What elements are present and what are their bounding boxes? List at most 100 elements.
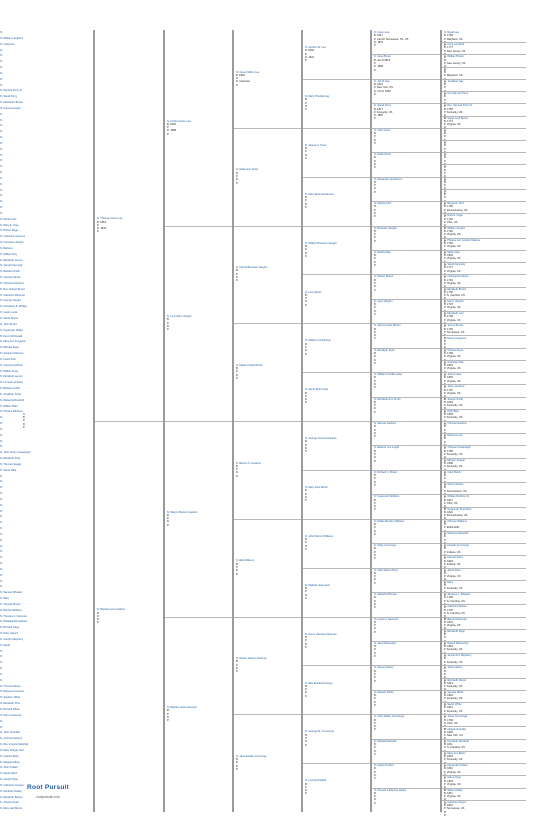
ancestor-name[interactable]: N: Rev. Robert Burton — [0, 287, 26, 291]
ancestor-name[interactable]: N: Mary Morgan Kerr — [0, 748, 25, 752]
ancestor-name[interactable]: N: Jane Vaughn — [374, 299, 393, 303]
ancestor-name[interactable]: N: — [0, 655, 3, 659]
ancestor-name[interactable]: N: William Vaughn — [444, 226, 466, 230]
ancestor-name[interactable]: N: Ruth E. Page — [444, 214, 463, 218]
ancestor-name[interactable]: N: Samuel Wheeler — [0, 591, 23, 595]
ancestor-name[interactable]: N: Christina Morrison — [0, 281, 25, 285]
ancestor-name[interactable]: N: — [0, 422, 3, 425]
ancestor-name[interactable]: N: — [0, 171, 3, 175]
ancestor-name[interactable]: N: Elizabeth Lemon — [0, 375, 23, 379]
ancestor-name[interactable]: N: — [0, 719, 3, 723]
ancestor-name[interactable]: N: Elizabeth Ann Smith — [374, 397, 401, 401]
ancestor-name[interactable]: N: Phoebe Wharton — [0, 410, 23, 414]
ancestor-name[interactable]: N: Sarah Perry — [0, 95, 18, 99]
ancestor-name[interactable]: N: Joseph Myer — [0, 778, 19, 781]
ancestor-name[interactable]: N: Jonathan Gay — [444, 79, 464, 83]
ancestor-name[interactable]: N: Lewis H. Newman — [374, 617, 399, 621]
ancestor-name[interactable]: N: Polly Blair — [444, 409, 459, 413]
ancestor-name[interactable]: N: William Ford Burton — [305, 339, 332, 343]
ancestor-name[interactable]: N: — [0, 188, 3, 192]
ancestor-name[interactable]: N: — [0, 194, 3, 198]
ancestor-name[interactable]: N: Christopher Moore — [444, 275, 469, 279]
ancestor-name[interactable]: N: — [0, 77, 3, 81]
ancestor-name[interactable]: N: Sarah White — [444, 703, 462, 706]
ancestor-name[interactable]: N: Jennie Ann Mayberry — [444, 654, 472, 658]
ancestor-name[interactable]: N: — [0, 427, 3, 431]
ancestor-name[interactable]: N: — [0, 48, 3, 52]
ancestor-name[interactable]: N: Jesse Heavy — [444, 666, 463, 670]
ancestor-name[interactable]: N: — [0, 562, 3, 566]
ancestor-name[interactable]: N: Mary Eliza Henderson — [305, 192, 334, 196]
ancestor-name[interactable]: N: Green Milton Lee — [236, 70, 260, 74]
ancestor-name[interactable]: N: — [0, 672, 3, 676]
ancestor-name[interactable]: N: William Robbins Sr. — [444, 495, 470, 499]
ancestor-name[interactable]: N: William Ray — [0, 252, 18, 256]
ancestor-name[interactable]: N: Thomas Hopkins — [444, 422, 467, 425]
ancestor-name[interactable]: N: Wayne Benton Hopkins — [167, 510, 198, 514]
ancestor-name[interactable]: N: — [0, 725, 3, 729]
ancestor-name[interactable]: N: George Samuel Hopkins — [305, 437, 337, 441]
ancestor-name[interactable]: N: Sarah Ellen Hays — [305, 388, 329, 392]
ancestor-name[interactable]: N: Jane Lamberty — [444, 385, 465, 389]
ancestor-name[interactable]: N: — [0, 83, 3, 87]
ancestor-name[interactable]: N: Sarah — [0, 643, 11, 647]
ancestor-name[interactable]: N: Rachel Williams — [0, 608, 22, 612]
ancestor-name[interactable]: N: Richard White — [0, 708, 20, 711]
ancestor-name[interactable]: N: Susannah Robbins — [374, 495, 400, 499]
ancestor-name[interactable]: N: Alexander Brown — [0, 101, 23, 104]
ancestor-name[interactable]: N: Sarah Ward — [0, 772, 18, 776]
ancestor-name[interactable]: N: — [23, 412, 26, 416]
ancestor-name[interactable]: N: Jacob Gay — [374, 79, 390, 83]
ancestor-name[interactable]: N: Barnett Newman — [444, 617, 467, 621]
ancestor-name[interactable]: N: Barbara Jean Newman — [167, 706, 197, 709]
ancestor-name[interactable]: N: Elizabeth Moore — [444, 678, 467, 682]
ancestor-name[interactable]: N: — [444, 67, 447, 71]
ancestor-name[interactable]: N: Lewis Pitts — [0, 357, 16, 361]
ancestor-name[interactable]: N: — [0, 649, 3, 653]
ancestor-name[interactable]: N: William Blair — [0, 404, 18, 408]
ancestor-name[interactable]: N: Catherine Greenup — [0, 235, 26, 239]
ancestor-name[interactable]: N: Harley Pollard — [374, 764, 394, 768]
ancestor-name[interactable]: N: Catherine Brown — [444, 605, 467, 609]
ancestor-name[interactable]: N: — [0, 159, 3, 163]
ancestor-name[interactable]: N: John Chandler — [0, 731, 21, 735]
ancestor-name[interactable]: N: Henry Harrison Newman — [305, 632, 337, 636]
ancestor-name[interactable]: N: Rebecca Chesnut — [0, 690, 24, 694]
ancestor-name[interactable]: N: Rebecca Bradford — [0, 398, 25, 402]
ancestor-name[interactable]: N: Catherine Cooper — [0, 783, 24, 787]
ancestor-name[interactable]: N: Henry Vaughn — [444, 299, 464, 303]
ancestor-name[interactable]: N: Thomas Seagle — [0, 462, 22, 466]
ancestor-name[interactable]: N: Thomas Moore — [0, 276, 21, 280]
ancestor-name[interactable]: N: Rev. Samuel Perry Sr — [444, 104, 473, 108]
ancestor-name[interactable]: N: Martha Fritz — [374, 202, 392, 206]
ancestor-name[interactable]: N: Ellie Elizabeth Heavy — [305, 681, 333, 685]
ancestor-name[interactable]: N: Hannah Dent — [444, 556, 463, 560]
ancestor-name[interactable]: N: Thomas Moore — [0, 684, 21, 688]
ancestor-name[interactable]: N: — [0, 416, 3, 420]
ancestor-name[interactable]: N: Susannah Peck Rice — [444, 507, 472, 511]
ancestor-name[interactable]: N: Margaret Bean — [0, 760, 21, 764]
ancestor-name[interactable]: N: Rebecca Lee — [444, 434, 463, 438]
ancestor-name[interactable]: N: Mary Ann Ferguson — [0, 340, 26, 344]
ancestor-name[interactable]: N: Elizabeth Ryan — [374, 348, 395, 352]
ancestor-name[interactable]: N: Jane Brown — [374, 55, 392, 59]
ancestor-name[interactable]: N: Ann Samuel Perry — [444, 92, 469, 96]
ancestor-name[interactable]: N: Steven Heavy — [374, 666, 394, 670]
ancestor-name[interactable]: N: James H. Greer — [305, 143, 327, 147]
ancestor-name[interactable]: N: John Walter Cummings — [374, 715, 405, 719]
ancestor-name[interactable]: N: Elizabeth Burton — [444, 287, 467, 291]
ancestor-name[interactable]: N: — [444, 177, 447, 181]
ancestor-name[interactable]: N: Martin Ray — [444, 250, 460, 254]
ancestor-name[interactable]: N: — [0, 200, 3, 204]
ancestor-name[interactable]: N: Sally Cummings — [374, 544, 397, 548]
ancestor-name[interactable]: N: — [0, 497, 3, 501]
ancestor-name[interactable]: N: Mahala Marshall — [374, 739, 397, 743]
ancestor-name[interactable]: N: Charlotte Pitts — [444, 360, 464, 364]
ancestor-name[interactable]: N: Abraham Dailey — [0, 789, 22, 793]
ancestor-name[interactable]: N: Mary E. Grey — [0, 223, 19, 227]
ancestor-name[interactable]: N: Mary — [0, 597, 10, 601]
ancestor-name[interactable]: N: — [0, 112, 3, 116]
ancestor-name[interactable]: N: — [0, 130, 3, 134]
ancestor-name[interactable]: N: — [0, 538, 3, 542]
ancestor-name[interactable]: N: Patty Hazard — [0, 632, 19, 636]
